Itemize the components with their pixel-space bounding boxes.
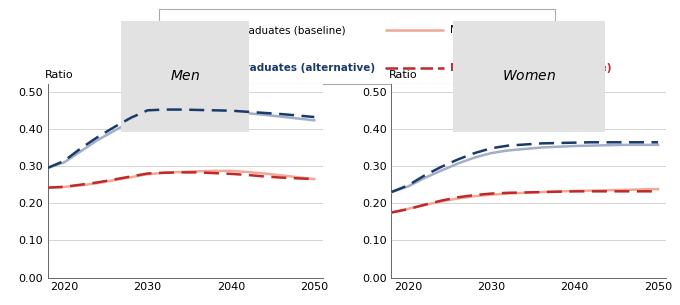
Text: Nongraduates (alternative): Nongraduates (alternative): [450, 63, 611, 73]
Text: Ratio: Ratio: [45, 70, 73, 81]
FancyBboxPatch shape: [159, 9, 555, 84]
Title: $\it{Women}$: $\it{Women}$: [502, 69, 556, 83]
Text: Graduates (alternative): Graduates (alternative): [237, 63, 375, 73]
Text: Ratio: Ratio: [389, 70, 418, 81]
Title: $\it{Men}$: $\it{Men}$: [170, 69, 201, 83]
Text: Graduates (baseline): Graduates (baseline): [237, 25, 346, 35]
Text: Nongraduates (baseline): Nongraduates (baseline): [450, 25, 579, 35]
